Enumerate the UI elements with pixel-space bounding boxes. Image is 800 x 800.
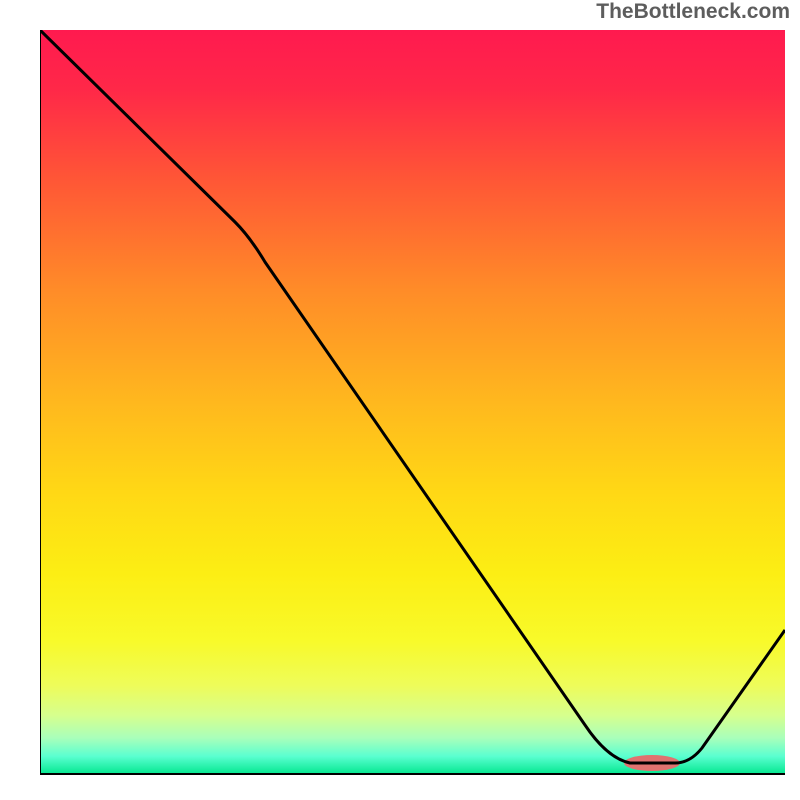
bottleneck-chart bbox=[40, 30, 785, 775]
attribution-text: TheBottleneck.com bbox=[596, 0, 790, 24]
